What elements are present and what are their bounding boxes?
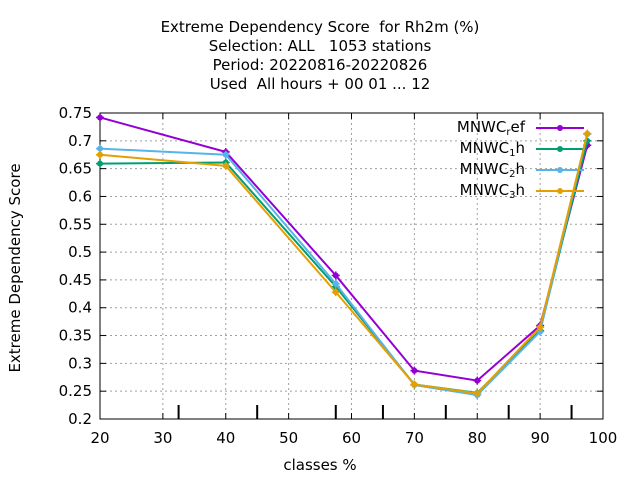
- chart-title-line-1: Extreme Dependency Score for Rh2m (%): [160, 18, 480, 36]
- legend-marker-MNWC_ref: [557, 125, 563, 131]
- x-tick-label: 80: [468, 429, 487, 447]
- y-tick-label: 0.35: [59, 327, 92, 345]
- legend-marker-MNWC_2h: [557, 167, 563, 173]
- legend-label-MNWC_ref: MNWCref: [456, 118, 525, 138]
- legend-label-MNWC_2h: MNWC2h: [459, 160, 525, 180]
- y-tick-label: 0.75: [59, 104, 92, 122]
- x-tick-label: 60: [342, 429, 361, 447]
- legend-label-MNWC_3h: MNWC3h: [459, 181, 525, 201]
- chart-title-line-4: Used All hours + 00 01 ... 12: [209, 75, 431, 93]
- y-tick-label: 0.25: [59, 382, 92, 400]
- y-tick-label: 0.45: [59, 271, 92, 289]
- x-tick-label: 40: [216, 429, 235, 447]
- chart-title-line-3: Period: 20220816-20220826: [212, 56, 428, 74]
- y-tick-label: 0.6: [68, 187, 92, 205]
- y-tick-label: 0.7: [68, 132, 92, 150]
- y-tick-label: 0.3: [68, 354, 92, 372]
- y-tick-label: 0.4: [68, 299, 92, 317]
- y-tick-label: 0.2: [68, 410, 92, 428]
- y-tick-label: 0.65: [59, 160, 92, 178]
- y-tick-label: 0.5: [68, 243, 92, 261]
- x-tick-label: 100: [589, 429, 618, 447]
- x-axis-label: classes %: [283, 456, 357, 474]
- x-tick-label: 50: [279, 429, 298, 447]
- x-tick-label: 90: [531, 429, 550, 447]
- y-axis-label: Extreme Dependency Score: [6, 163, 24, 373]
- legend-label-MNWC_1h: MNWC1h: [459, 139, 525, 159]
- x-tick-label: 30: [153, 429, 172, 447]
- x-tick-label: 20: [90, 429, 109, 447]
- y-tick-label: 0.55: [59, 215, 92, 233]
- x-tick-label: 70: [405, 429, 424, 447]
- chart-title-line-2: Selection: ALL 1053 stations: [208, 37, 432, 55]
- legend-marker-MNWC_3h: [557, 188, 563, 194]
- legend-marker-MNWC_1h: [557, 146, 563, 152]
